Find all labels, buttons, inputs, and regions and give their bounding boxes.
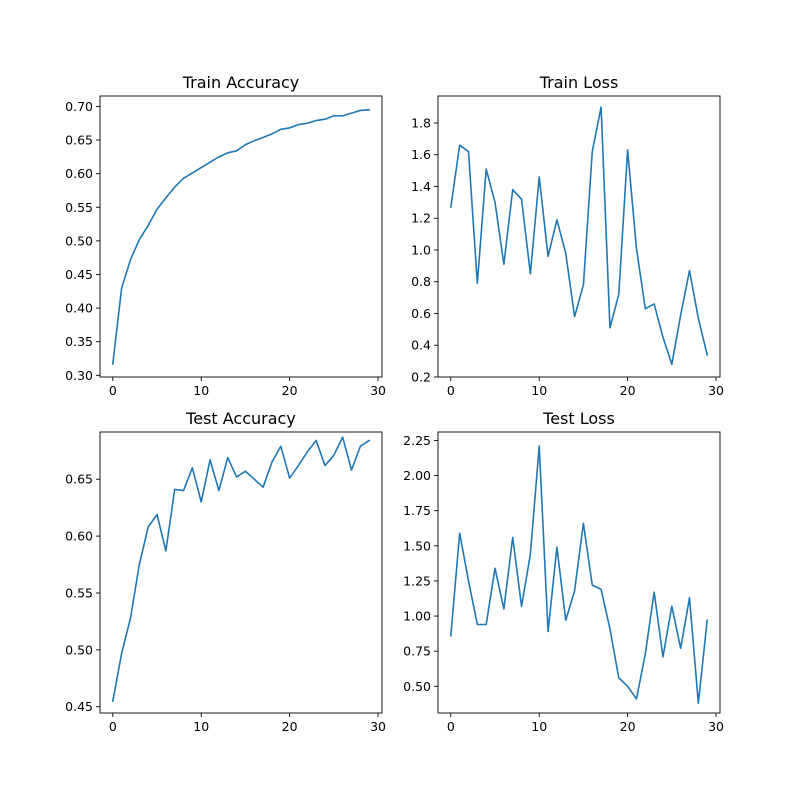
y-tick-label: 0.2 (411, 370, 431, 385)
plot-train-accuracy: Train Accuracy 0 10 20 30 0.30 0.35 0.40 0.45 0.5… (65, 73, 386, 398)
y-tick-label: 0.55 (65, 200, 93, 215)
axes-frame (99, 431, 383, 714)
y-tick-label: 0.65 (65, 133, 93, 148)
y-tick-label: 0.45 (65, 267, 93, 282)
y-tick-label: 0.4 (411, 338, 431, 353)
y-tick-label: 0.45 (65, 699, 93, 714)
axes-frame (99, 95, 383, 378)
series-line (111, 108, 371, 365)
x-tick-label: 20 (620, 719, 636, 734)
chart-title: Test Loss (542, 409, 615, 428)
y-tick-label: 1.8 (411, 115, 431, 130)
y-tick-label: 1.00 (403, 609, 431, 624)
x-tick-label: 30 (370, 719, 386, 734)
y-tick-label: 0.70 (65, 99, 93, 114)
x-tick-label: 20 (620, 383, 636, 398)
y-tick-label: 1.2 (411, 211, 431, 226)
y-tick-label: 2.00 (403, 468, 431, 483)
chart-title: Train Accuracy (182, 73, 300, 92)
y-tick-label: 0.50 (403, 679, 431, 694)
chart-title: Test Accuracy (185, 409, 296, 428)
series-line (449, 106, 709, 366)
x-tick-label: 10 (531, 719, 547, 734)
y-tick-label: 0.50 (65, 233, 93, 248)
y-tick-label: 1.0 (411, 242, 431, 257)
x-tick-label: 30 (708, 383, 724, 398)
y-tick-label: 1.25 (403, 573, 431, 588)
y-tick-label: 0.60 (65, 166, 93, 181)
y-tick-label: 0.6 (411, 306, 431, 321)
series-line (449, 445, 709, 704)
y-tick-label: 1.75 (403, 503, 431, 518)
y-tick-label: 2.25 (403, 433, 431, 448)
y-tick-label: 0.65 (65, 472, 93, 487)
y-tick-label: 0.40 (65, 301, 93, 316)
y-tick-label: 1.4 (411, 179, 431, 194)
y-tick-label: 1.6 (411, 147, 431, 162)
x-tick-label: 0 (109, 719, 117, 734)
y-tick-label: 0.8 (411, 274, 431, 289)
y-tick-label: 0.75 (403, 644, 431, 659)
y-tick-label: 0.55 (65, 585, 93, 600)
x-tick-label: 0 (447, 383, 455, 398)
x-tick-label: 30 (370, 383, 386, 398)
y-tick-label: 0.60 (65, 529, 93, 544)
y-tick-label: 1.50 (403, 538, 431, 553)
x-tick-label: 10 (193, 719, 209, 734)
y-tick-label: 0.30 (65, 368, 93, 383)
y-tick-label: 0.35 (65, 334, 93, 349)
x-tick-label: 20 (282, 719, 298, 734)
x-tick-label: 0 (109, 383, 117, 398)
x-tick-label: 20 (282, 383, 298, 398)
x-tick-label: 0 (447, 719, 455, 734)
plot-test-loss: Test Loss 0 10 20 30 0.50 0.75 1.00 1.25 1.50 1.75… (403, 409, 724, 734)
axes-frame (437, 431, 721, 714)
x-tick-label: 10 (531, 383, 547, 398)
axes-frame (437, 95, 721, 378)
chart-title: Train Loss (539, 73, 619, 92)
series-line (111, 436, 371, 702)
x-tick-label: 10 (193, 383, 209, 398)
plot-test-accuracy: Test Accuracy 0 10 20 30 0.45 0.50 0.55 0.60 0.65 (65, 409, 386, 734)
x-tick-label: 30 (708, 719, 724, 734)
y-tick-label: 0.50 (65, 642, 93, 657)
plot-train-loss: Train Loss 0 10 20 30 0.2 0.4 0.6 0.8 1.0 1.2 1.4 1.… (411, 73, 724, 398)
